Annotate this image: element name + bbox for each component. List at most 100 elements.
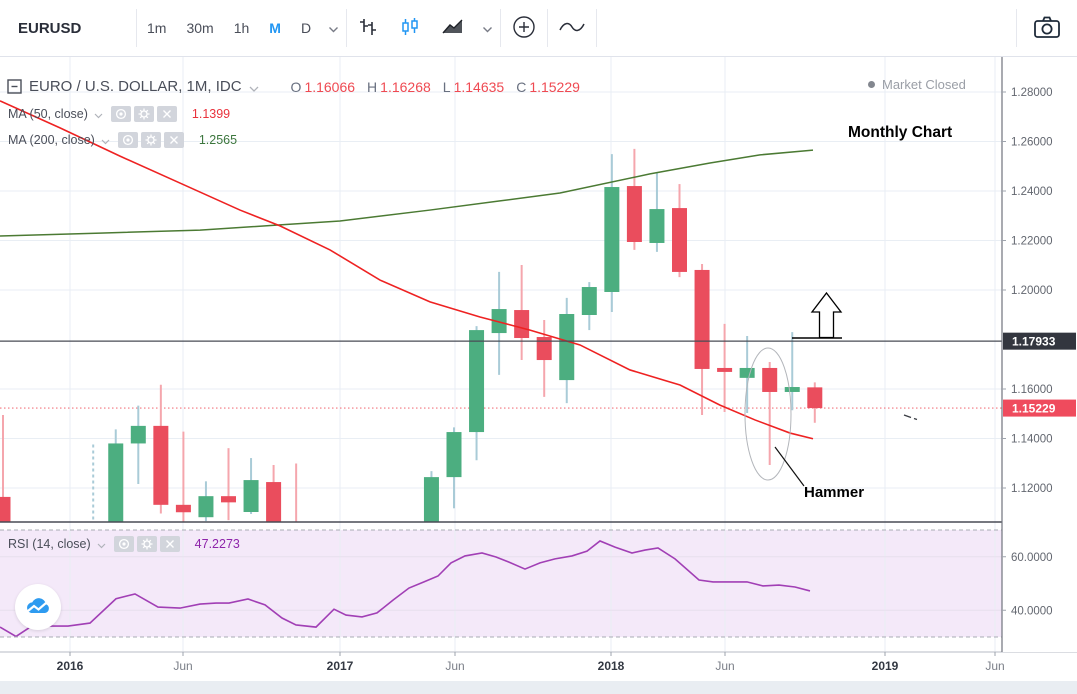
ma200-legend-row: MA (200, close) 1.2565 <box>8 131 237 149</box>
chart-style-menu-button[interactable] <box>477 15 498 42</box>
drawings-layer <box>744 291 918 487</box>
candle-body <box>807 387 823 409</box>
up-arrow-drawing[interactable] <box>810 291 843 339</box>
plus-circle-icon <box>511 14 537 43</box>
rsi-eye-button[interactable] <box>113 536 134 552</box>
toolbar-divider <box>500 9 502 47</box>
chevron-down-icon[interactable] <box>97 538 106 552</box>
last-price-badge <box>1003 399 1076 417</box>
ma200-eye-button[interactable] <box>117 132 138 148</box>
chevron-down-icon[interactable] <box>101 134 110 148</box>
candles-chart-style-button[interactable] <box>391 10 429 47</box>
candle-body <box>266 482 282 522</box>
time-tick-label: Jun <box>445 659 464 673</box>
compare-add-button[interactable] <box>503 8 545 49</box>
price-axis[interactable]: 1.28000 1.26000 1.24000 1.22000 1.20000 1.160… <box>1001 57 1077 652</box>
collapse-pane-icon[interactable] <box>7 79 22 94</box>
rsi-remove-button[interactable] <box>159 536 180 552</box>
candle-body <box>514 310 530 339</box>
high-value: 1.16268 <box>380 78 431 95</box>
rsi-value: 47.2273 <box>194 537 240 551</box>
chevron-down-icon[interactable] <box>249 79 259 97</box>
snapshot-camera-button[interactable] <box>1017 7 1077 50</box>
ma200-settings-gear-button[interactable] <box>140 132 161 148</box>
bars-chart-icon <box>357 16 379 41</box>
candle-body <box>536 337 552 361</box>
candle-body <box>604 187 620 292</box>
rsi-tick-label: 60.0000 <box>1011 552 1053 564</box>
time-tick-label: 2016 <box>57 659 84 673</box>
candle-body <box>423 477 439 522</box>
toolbar-divider <box>136 9 137 47</box>
symbol-label[interactable]: EURUSD <box>18 19 82 37</box>
time-axis[interactable]: 2016 Jun 2017 Jun 2018 Jun 2019 Jun <box>57 652 1005 673</box>
market-status: Market Closed <box>868 77 966 92</box>
tradingview-logo[interactable] <box>15 584 61 630</box>
tradingview-cloud-icon <box>27 598 49 613</box>
toolbar-divider <box>596 9 598 47</box>
candle-body <box>762 367 778 392</box>
indicators-button[interactable] <box>550 13 594 44</box>
time-tick-label: 2018 <box>598 659 625 673</box>
open-value: 1.16066 <box>304 78 356 95</box>
candle-body <box>198 496 214 518</box>
price-tick-label: 1.14000 <box>1011 434 1053 446</box>
interval-1m-button[interactable]: 1m <box>138 14 175 42</box>
hammer-pointer-line[interactable] <box>774 446 805 487</box>
candle-body <box>784 387 800 392</box>
candle-body <box>559 314 575 381</box>
chevron-down-icon[interactable] <box>94 108 103 122</box>
interval-daily-button[interactable]: D <box>292 14 320 42</box>
open-label: O <box>290 78 302 95</box>
candle-body <box>491 309 507 334</box>
rsi-label[interactable]: RSI (14, close) <box>8 537 91 551</box>
cursor-mark <box>913 417 918 421</box>
ma50-eye-button[interactable] <box>110 106 131 122</box>
price-tick-label: 1.22000 <box>1011 236 1053 248</box>
close-value: 1.15229 <box>529 78 580 95</box>
line-level-badge-label: 1.17933 <box>1012 335 1056 349</box>
line-level-badge <box>1003 332 1076 350</box>
toolbar-divider <box>547 9 549 47</box>
bar-chart-style-button[interactable] <box>349 10 387 47</box>
ma50-remove-button[interactable] <box>156 106 177 122</box>
time-tick-label: 2017 <box>327 659 354 673</box>
interval-monthly-button[interactable]: M <box>260 14 290 42</box>
candle-body <box>221 496 236 503</box>
candle-body <box>130 425 146 444</box>
ma50-line <box>0 100 814 440</box>
candle-body <box>446 432 462 478</box>
close-label: C <box>516 78 527 95</box>
price-tick-label: 1.12000 <box>1011 483 1053 495</box>
market-status-text: Market Closed <box>882 77 966 92</box>
ma200-label[interactable]: MA (200, close) <box>8 133 95 147</box>
candle-body <box>694 269 710 369</box>
price-tick-label: 1.26000 <box>1011 137 1053 149</box>
interval-menu-button[interactable] <box>323 15 344 42</box>
low-value: 1.14635 <box>453 78 505 95</box>
hammer-ellipse[interactable] <box>744 347 792 481</box>
symbol-title[interactable]: EURO / U.S. DOLLAR, 1M, IDC <box>29 78 242 95</box>
market-status-dot-icon <box>868 81 875 88</box>
interval-30m-button[interactable]: 30m <box>177 14 222 42</box>
low-label: L <box>442 78 451 95</box>
area-chart-style-button[interactable] <box>433 10 473 47</box>
candle-body <box>153 425 169 505</box>
ma200-remove-button[interactable] <box>163 132 184 148</box>
ma50-settings-gear-button[interactable] <box>133 106 154 122</box>
ma200-value: 1.2565 <box>198 133 238 147</box>
cursor-mark <box>903 414 912 419</box>
price-tick-label: 1.28000 <box>1011 87 1053 99</box>
ohlc-values: O 1.16066 H 1.16268 L 1.14635 C 1.15229 <box>291 79 580 95</box>
interval-1h-button[interactable]: 1h <box>225 14 259 42</box>
ma50-label[interactable]: MA (50, close) <box>8 107 88 121</box>
time-tick-label: Jun <box>173 659 192 673</box>
hammer-annotation: Hammer <box>804 484 865 501</box>
ma50-value: 1.1399 <box>191 107 231 121</box>
rsi-settings-gear-button[interactable] <box>136 536 157 552</box>
chevron-down-icon <box>328 21 339 36</box>
chart-legend-header: EURO / U.S. DOLLAR, 1M, IDC O 1.16066 H 1.… <box>7 76 580 97</box>
toolbar-divider <box>1016 9 1017 47</box>
price-tick-label: 1.20000 <box>1011 285 1053 297</box>
